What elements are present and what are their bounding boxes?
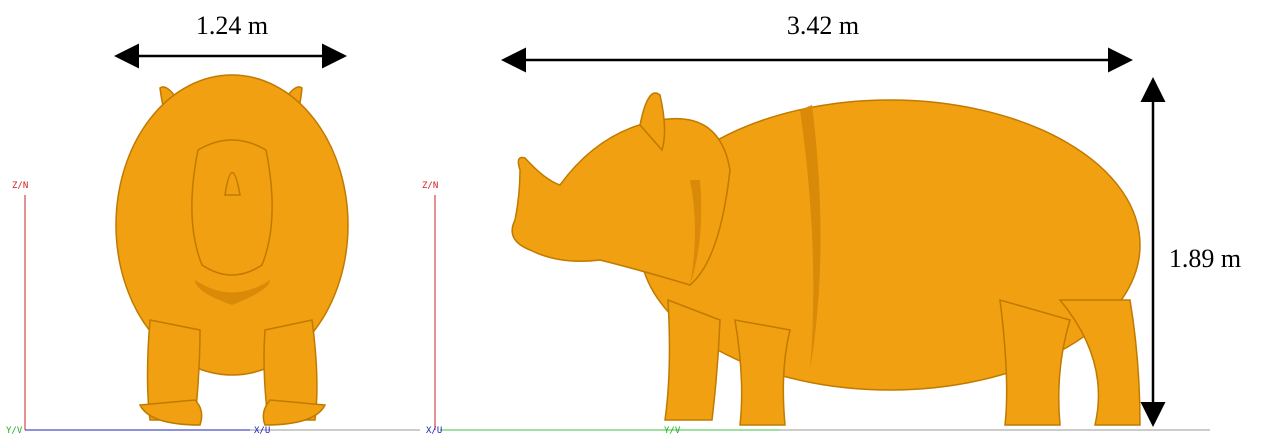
- width-label: 1.24 m: [196, 11, 268, 40]
- rhino-front: [115, 74, 349, 426]
- rhino-side: [511, 92, 1141, 426]
- axis-label: Y/V: [664, 426, 681, 436]
- axis-label: Z/N: [12, 181, 28, 191]
- axis-label: X/U: [426, 426, 442, 436]
- axis-label: X/U: [254, 426, 270, 436]
- axis-label: Z/N: [422, 181, 438, 191]
- height-label: 1.89 m: [1169, 244, 1241, 273]
- front-axes: Z/N Y/V X/U: [6, 181, 420, 436]
- axis-label: Y/V: [6, 426, 23, 436]
- side-axes: Z/N X/U Y/V: [422, 181, 1210, 436]
- length-label: 3.42 m: [787, 11, 859, 40]
